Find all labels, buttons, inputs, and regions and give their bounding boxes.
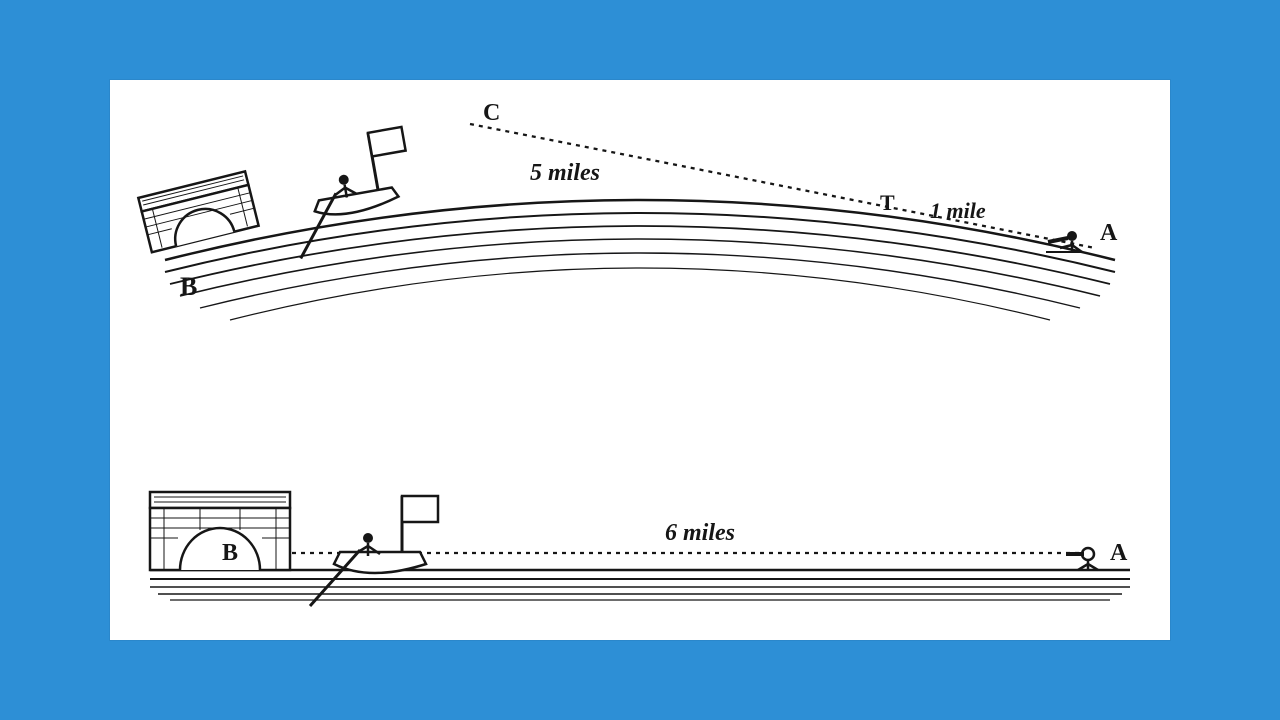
label-6miles: 6 miles bbox=[665, 520, 735, 546]
label-A-top: A bbox=[1100, 220, 1118, 246]
bridge-top bbox=[138, 171, 258, 252]
label-1mile: 1 mile bbox=[930, 198, 986, 223]
label-B-bottom: B bbox=[222, 540, 238, 566]
boat-top bbox=[281, 127, 421, 258]
label-A-bottom: A bbox=[1110, 540, 1128, 566]
label-B-top: B bbox=[180, 272, 197, 301]
boat-bottom bbox=[310, 496, 438, 606]
label-5miles: 5 miles bbox=[530, 160, 600, 186]
label-T: T bbox=[880, 190, 895, 215]
sightline-top bbox=[470, 124, 1095, 248]
observer-bottom bbox=[1066, 548, 1098, 570]
label-C: C bbox=[483, 100, 500, 126]
bottom-figure: B 6 miles A bbox=[150, 492, 1130, 606]
top-figure: C 5 miles T 1 mile A B bbox=[138, 100, 1118, 320]
bridge-bottom bbox=[150, 492, 290, 570]
diagram-svg: C 5 miles T 1 mile A B bbox=[110, 80, 1170, 640]
diagram-panel: C 5 miles T 1 mile A B bbox=[110, 80, 1170, 640]
